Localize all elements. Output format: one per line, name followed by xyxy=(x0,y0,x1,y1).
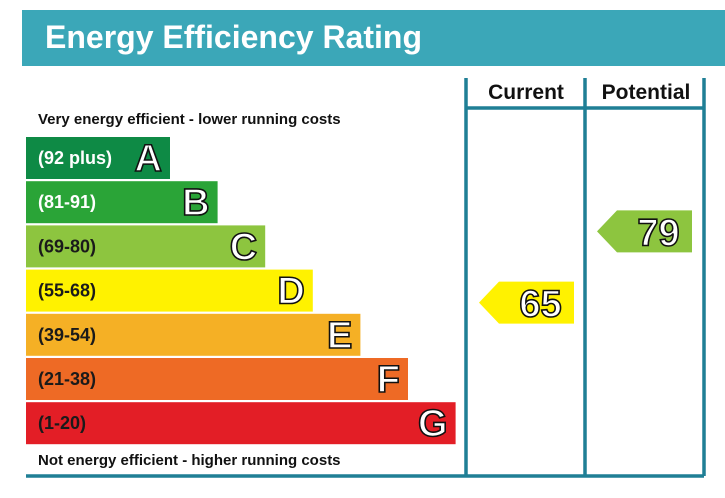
band-letter: E xyxy=(327,315,352,357)
band-bar xyxy=(26,225,266,268)
band-b: (81-91) B xyxy=(26,181,218,225)
band-range-label: (21-38) xyxy=(38,369,96,389)
band-d: (55-68) D xyxy=(26,269,313,313)
band-letter: F xyxy=(377,359,400,401)
band-letter: A xyxy=(135,138,162,180)
rating-current: 65 xyxy=(479,281,574,326)
rating-arrow-shape xyxy=(479,281,574,324)
rating-value: 65 xyxy=(519,284,561,326)
band-range-label: (81-91) xyxy=(38,192,96,212)
rating-value: 79 xyxy=(637,212,679,254)
chart-title: Energy Efficiency Rating xyxy=(45,19,422,55)
band-c: (69-80) C xyxy=(26,225,266,269)
band-range-label: (55-68) xyxy=(38,281,96,301)
band-letter: D xyxy=(277,271,304,313)
band-range-label: (1-20) xyxy=(38,413,86,433)
band-range-label: (92 plus) xyxy=(38,148,112,168)
band-bar xyxy=(26,269,313,312)
band-range-label: (39-54) xyxy=(38,325,96,345)
rating-bands: (92 plus) A(81-91) B(69-80) C(55-68) D(39-54… xyxy=(26,137,456,446)
band-bar xyxy=(26,313,361,356)
band-bar xyxy=(26,137,170,179)
bottom-note: Not energy efficient - higher running co… xyxy=(38,452,341,469)
column-header-current: Current xyxy=(488,81,564,104)
rating-arrow-shape xyxy=(597,210,692,253)
band-g: (1-20) G xyxy=(26,402,456,446)
rating-arrows: 65 79 xyxy=(479,210,692,326)
band-a: (92 plus) A xyxy=(26,137,170,181)
band-bar xyxy=(26,402,456,445)
top-note: Very energy efficient - lower running co… xyxy=(38,111,341,128)
band-f: (21-38) F xyxy=(26,358,408,402)
band-letter: B xyxy=(182,182,209,224)
band-range-label: (69-80) xyxy=(38,236,96,256)
band-letter: C xyxy=(230,226,257,268)
band-e: (39-54) E xyxy=(26,313,361,358)
band-bar xyxy=(26,358,408,400)
band-letter: G xyxy=(418,403,448,445)
column-frame xyxy=(26,78,706,478)
column-header-potential: Potential xyxy=(602,81,691,104)
rating-potential: 79 xyxy=(597,210,692,255)
title-banner xyxy=(22,10,725,66)
band-bar xyxy=(26,181,218,224)
